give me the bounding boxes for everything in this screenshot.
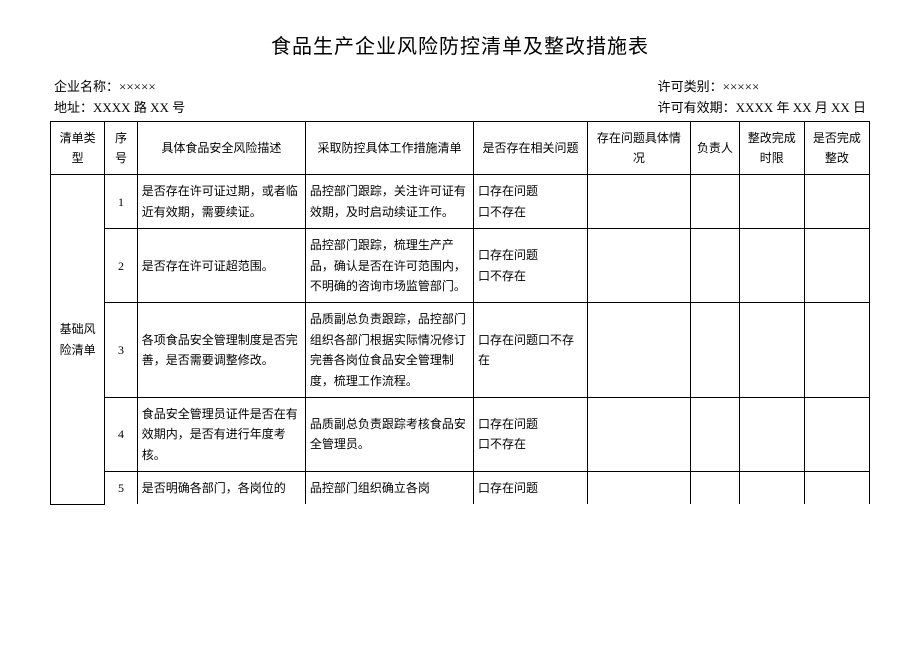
done-cell [804,397,869,471]
th-seq: 序号 [105,121,138,175]
table-row: 3 各项食品安全管理制度是否完善，是否需要调整修改。 品质副总负责跟踪，品控部门… [51,303,870,398]
due-cell [739,175,804,229]
meta-block: 企业名称：××××× 地址：XXXX 路 XX 号 许可类别：××××× 许可有… [50,77,870,119]
action-cell: 品控部门跟踪，关注许可证有效期，及时启动续证工作。 [305,175,473,229]
action-cell: 品质副总负责跟踪考核食品安全管理员。 [305,397,473,471]
checkbox-exist: 口存在问题 [478,245,583,265]
table-row: 5 是否明确各部门，各岗位的 品控部门组织确立各岗 口存在问题 [51,472,870,505]
header-row: 清单类型 序号 具体食品安全风险描述 采取防控具体工作措施清单 是否存在相关问题… [51,121,870,175]
owner-cell [690,397,739,471]
category-cell: 基础风险清单 [51,175,105,505]
permit-valid-label: 许可有效期： [658,100,736,115]
due-cell [739,472,804,505]
risk-cell: 是否存在许可证超范围。 [137,229,305,303]
checkbox-notexist: 口不存在 [478,202,583,222]
checkbox-exist: 口存在问题 [478,414,583,434]
action-cell: 品控部门跟踪，梳理生产产品，确认是否在许可范围内，不明确的咨询市场监管部门。 [305,229,473,303]
th-action: 采取防控具体工作措施清单 [305,121,473,175]
due-cell [739,229,804,303]
done-cell [804,175,869,229]
company-value: ××××× [119,79,156,94]
seq-cell: 3 [105,303,138,398]
owner-cell [690,229,739,303]
th-owner: 负责人 [690,121,739,175]
permit-type-label: 许可类别： [658,79,723,94]
due-cell [739,397,804,471]
risk-cell: 食品安全管理员证件是否在有效期内，是否有进行年度考核。 [137,397,305,471]
done-cell [804,472,869,505]
risk-cell: 是否存在许可证过期，或者临近有效期，需要续证。 [137,175,305,229]
seq-cell: 5 [105,472,138,505]
exist-cell: 口存在问题 [474,472,588,505]
due-cell [739,303,804,398]
table-row: 2 是否存在许可证超范围。 品控部门跟踪，梳理生产产品，确认是否在许可范围内，不… [51,229,870,303]
checkbox-exist: 口存在问题 [478,181,583,201]
detail-cell [587,397,690,471]
th-risk: 具体食品安全风险描述 [137,121,305,175]
detail-cell [587,472,690,505]
owner-cell [690,303,739,398]
risk-cell: 各项食品安全管理制度是否完善，是否需要调整修改。 [137,303,305,398]
meta-right: 许可类别：××××× 许可有效期：XXXX 年 XX 月 XX 日 [658,77,866,119]
table-row: 基础风险清单 1 是否存在许可证过期，或者临近有效期，需要续证。 品控部门跟踪，… [51,175,870,229]
addr-value: XXXX 路 XX 号 [93,100,185,115]
checkbox-notexist: 口不存在 [478,266,583,286]
checkbox-notexist: 口不存在 [478,434,583,454]
action-cell: 品质副总负责跟踪，品控部门组织各部门根据实际情况修订完善各岗位食品安全管理制度，… [305,303,473,398]
th-type: 清单类型 [51,121,105,175]
risk-cell: 是否明确各部门，各岗位的 [137,472,305,505]
owner-cell [690,472,739,505]
addr-label: 地址： [54,100,93,115]
exist-cell: 口存在问题 口不存在 [474,229,588,303]
exist-cell: 口存在问题口不存在 [474,303,588,398]
table-row: 4 食品安全管理员证件是否在有效期内，是否有进行年度考核。 品质副总负责跟踪考核… [51,397,870,471]
company-label: 企业名称： [54,79,119,94]
detail-cell [587,303,690,398]
done-cell [804,303,869,398]
done-cell [804,229,869,303]
detail-cell [587,175,690,229]
permit-type-value: ××××× [723,79,760,94]
exist-cell: 口存在问题 口不存在 [474,175,588,229]
th-done: 是否完成整改 [804,121,869,175]
meta-left: 企业名称：××××× 地址：XXXX 路 XX 号 [54,77,185,119]
seq-cell: 4 [105,397,138,471]
detail-cell [587,229,690,303]
seq-cell: 2 [105,229,138,303]
action-cell: 品控部门组织确立各岗 [305,472,473,505]
th-detail: 存在问题具体情况 [587,121,690,175]
exist-cell: 口存在问题 口不存在 [474,397,588,471]
owner-cell [690,175,739,229]
risk-table: 清单类型 序号 具体食品安全风险描述 采取防控具体工作措施清单 是否存在相关问题… [50,121,870,505]
page-title: 食品生产企业风险防控清单及整改措施表 [50,30,870,59]
th-due: 整改完成时限 [739,121,804,175]
seq-cell: 1 [105,175,138,229]
permit-valid-value: XXXX 年 XX 月 XX 日 [736,100,866,115]
th-exist: 是否存在相关问题 [474,121,588,175]
